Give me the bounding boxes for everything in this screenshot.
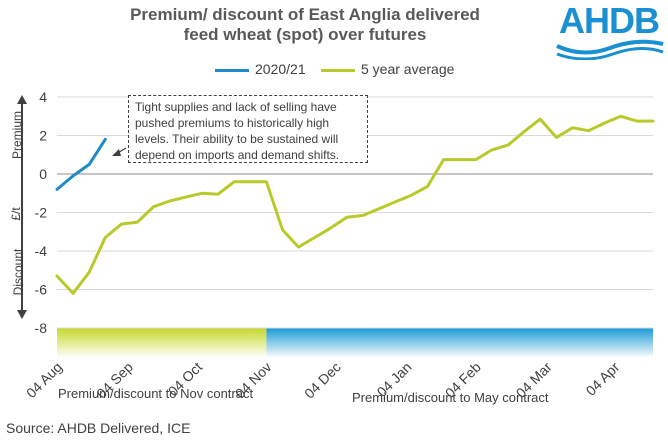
- y-tick-label: 2: [39, 128, 47, 144]
- y-tick-label: -8: [35, 320, 48, 336]
- annotation-box: Tight supplies and lack of selling have …: [128, 95, 368, 163]
- may-contract-band: [266, 328, 653, 358]
- y-tick-label: -4: [35, 243, 48, 259]
- source-note: Source: AHDB Delivered, ICE: [6, 420, 191, 436]
- y-tick-label: 0: [39, 166, 47, 182]
- unit-label: £/t: [9, 207, 23, 221]
- annotation-pointer-head: [112, 149, 121, 156]
- logo-wave-icon: [556, 39, 664, 60]
- chart-title-line-2: feed wheat (spot) over futures: [183, 25, 427, 44]
- may-contract-label: Premium/discount to May contract: [352, 390, 549, 405]
- legend: 2020/21 5 year average: [215, 59, 475, 81]
- x-tick-label: 04 Apr: [583, 359, 623, 399]
- premium-label: Premium: [10, 111, 24, 160]
- discount-arrowhead: [17, 310, 27, 319]
- nov-contract-label: Premium/discount to Nov contract: [58, 386, 254, 401]
- legend-label-2020-21: 2020/21: [255, 61, 306, 77]
- series-line-2020-21: [55, 137, 107, 191]
- legend-swatch-2020-21: [215, 69, 249, 72]
- legend-swatch-5yr: [321, 69, 355, 72]
- nov-contract-band: [57, 328, 267, 358]
- y-tick-label: 4: [39, 89, 47, 105]
- ahdb-logo: AHDB: [555, 0, 665, 60]
- logo-text: AHDB: [559, 0, 660, 41]
- discount-label: Discount: [11, 248, 25, 296]
- x-tick-label: 04 Dec: [301, 359, 344, 402]
- series-line-5yr-average: [55, 114, 655, 295]
- premium-arrowhead: [17, 95, 27, 104]
- y-tick-label: -2: [35, 205, 48, 221]
- y-tick-label: -6: [35, 282, 48, 298]
- legend-label-5yr: 5 year average: [361, 61, 455, 77]
- chart-title-line-1: Premium/ discount of East Anglia deliver…: [130, 5, 480, 24]
